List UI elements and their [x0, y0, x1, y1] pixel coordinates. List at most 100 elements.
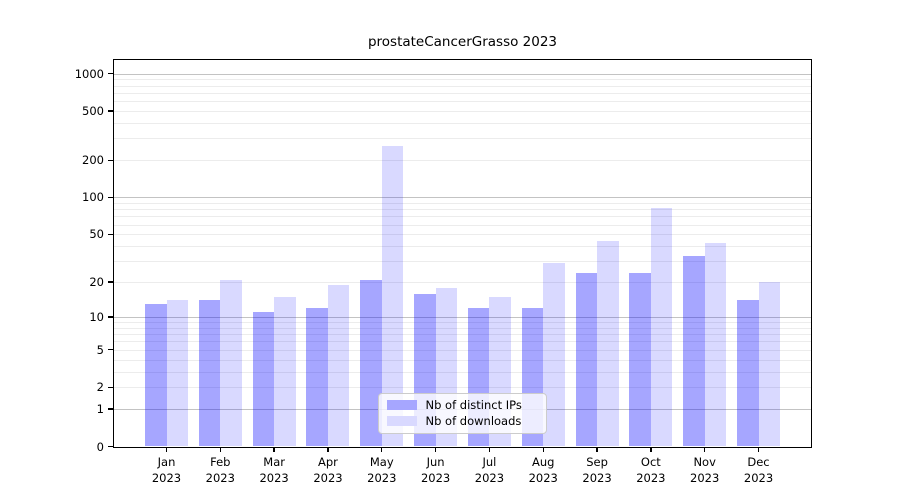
x-tick-label-jun: Jun 2023 [420, 455, 451, 485]
bar-may-downloads [381, 146, 404, 447]
y-tick-label: 500 [82, 103, 104, 118]
x-tick-label-feb: Feb 2023 [205, 455, 235, 485]
x-tick-mark [704, 446, 706, 452]
y-tick-label: 10 [89, 310, 104, 325]
bar-oct-distinct-ips [629, 272, 651, 447]
bar-jan-distinct-ips [145, 304, 167, 447]
bar-aug-downloads [543, 262, 565, 447]
x-tick-mark [542, 446, 544, 452]
minor-gridline [114, 202, 811, 204]
bar-sep-downloads [597, 241, 619, 447]
legend-item-downloads: Nb of downloads [386, 413, 538, 428]
x-tick-mark [273, 446, 275, 452]
legend-swatch-downloads [386, 416, 417, 426]
x-tick-mark [327, 446, 329, 452]
bar-jan-downloads [166, 300, 188, 447]
minor-gridline [114, 209, 811, 211]
minor-gridline [114, 282, 811, 284]
minor-gridline [114, 322, 811, 324]
y-tick-mark [108, 110, 114, 112]
x-tick-mark [757, 446, 760, 452]
legend: Nb of distinct IPs Nb of downloads [377, 392, 547, 434]
bar-mar-distinct-ips [252, 312, 275, 447]
x-tick-mark [219, 446, 221, 452]
minor-gridline [114, 85, 811, 87]
minor-gridline [114, 327, 811, 329]
bar-dec-downloads [758, 282, 781, 447]
y-tick-mark [108, 281, 114, 283]
y-tick-label: 1 [96, 402, 104, 417]
minor-gridline [114, 101, 811, 103]
minor-gridline [114, 349, 811, 351]
x-tick-mark [650, 446, 652, 452]
y-tick-label: 100 [82, 190, 104, 205]
x-tick-label-may: May 2023 [367, 455, 397, 485]
x-tick-mark [165, 446, 168, 452]
major-gridline [114, 73, 811, 75]
bar-dec-distinct-ips [737, 300, 759, 447]
legend-swatch-distinct-ips [386, 400, 417, 410]
minor-gridline [114, 216, 811, 218]
bar-apr-downloads [327, 284, 350, 447]
bar-may-distinct-ips [360, 279, 382, 447]
bar-nov-downloads [704, 243, 727, 447]
minor-gridline [114, 359, 811, 361]
x-tick-label-nov: Nov 2023 [690, 455, 720, 485]
bar-feb-downloads [220, 279, 242, 447]
major-gridline [114, 317, 811, 319]
y-tick-label: 20 [89, 275, 104, 290]
minor-gridline [114, 110, 811, 112]
minor-gridline [114, 371, 811, 373]
y-tick-mark [108, 72, 114, 75]
x-tick-label-apr: Apr 2023 [313, 455, 343, 485]
x-tick-mark [488, 446, 491, 452]
legend-item-distinct-ips: Nb of distinct IPs [386, 397, 538, 412]
bar-feb-distinct-ips [198, 300, 221, 447]
y-tick-label: 2 [96, 380, 104, 395]
bar-nov-distinct-ips [683, 256, 705, 447]
minor-gridline [114, 92, 811, 94]
y-tick-mark [108, 349, 114, 351]
x-tick-label-oct: Oct 2023 [636, 455, 666, 485]
bar-mar-downloads [274, 296, 296, 447]
x-tick-label-jul: Jul 2023 [474, 455, 505, 485]
minor-gridline [114, 79, 811, 81]
y-tick-mark [108, 408, 114, 410]
y-tick-mark [108, 196, 114, 198]
x-tick-label-sep: Sep 2023 [582, 455, 612, 485]
minor-gridline [114, 160, 811, 162]
minor-gridline [114, 138, 811, 140]
x-tick-label-jan: Jan 2023 [151, 455, 182, 485]
bar-sep-distinct-ips [575, 272, 598, 447]
y-tick-mark [108, 386, 114, 388]
x-tick-label-mar: Mar 2023 [259, 455, 289, 485]
y-tick-label: 200 [82, 153, 104, 168]
y-tick-mark [108, 233, 114, 235]
minor-gridline [114, 234, 811, 236]
plot-area: prostateCancerGrasso 2023 0 1 2 5 10 20 50 100 2… [75, 34, 812, 485]
x-tick-label-dec: Dec 2023 [743, 455, 774, 485]
x-tick-mark [596, 446, 598, 452]
x-tick-mark [434, 446, 437, 452]
legend-label-distinct-ips: Nb of distinct IPs [425, 397, 522, 412]
y-tick-label: 50 [89, 227, 104, 242]
y-tick-label: 1000 [74, 66, 104, 81]
minor-gridline [114, 334, 811, 336]
minor-gridline [114, 261, 811, 263]
bar-apr-distinct-ips [306, 308, 328, 447]
y-tick-mark [108, 445, 114, 448]
chart-title: prostateCancerGrasso 2023 [367, 34, 558, 50]
y-tick-label: 5 [96, 342, 104, 357]
minor-gridline [114, 122, 811, 124]
minor-gridline [114, 341, 811, 343]
y-tick-label: 0 [96, 439, 104, 454]
y-tick-mark [108, 159, 114, 161]
x-tick-label-aug: Aug 2023 [528, 455, 558, 485]
y-tick-mark [108, 316, 114, 318]
major-gridline [114, 197, 811, 199]
x-tick-mark [381, 446, 383, 452]
minor-gridline [114, 246, 811, 248]
legend-label-downloads: Nb of downloads [425, 413, 522, 428]
minor-gridline [114, 387, 811, 389]
